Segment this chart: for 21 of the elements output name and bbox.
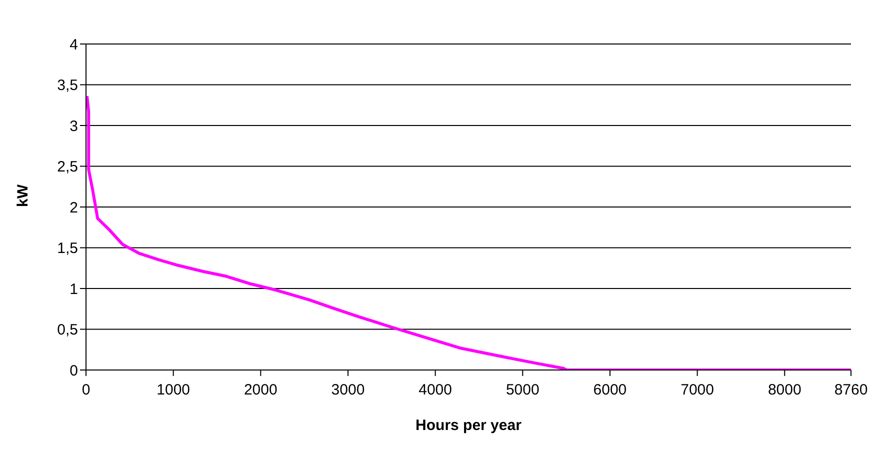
y-tick-label: 2 — [70, 199, 78, 216]
x-axis-title: Hours per year — [416, 417, 522, 434]
x-tick-label: 2000 — [244, 382, 278, 399]
x-tick-label: 4000 — [418, 382, 452, 399]
y-tick-label: 1,5 — [57, 240, 78, 258]
x-tick-label: 7000 — [680, 382, 714, 399]
y-tick-label: 0,5 — [57, 322, 78, 339]
x-tick-label: 8000 — [768, 382, 802, 399]
x-tick-label: 1000 — [156, 382, 190, 399]
y-tick-label: 3 — [70, 118, 78, 135]
y-axis-title: kW — [14, 184, 32, 207]
x-tick-label: 3000 — [331, 382, 365, 399]
x-tick-label: 5000 — [506, 382, 540, 399]
y-tick-label: 1 — [70, 280, 78, 298]
y-tick-label: 2,5 — [57, 158, 78, 176]
y-tick-label: 3,5 — [57, 77, 78, 94]
y-tick-label: 4 — [70, 36, 78, 54]
x-tick-label: 8760 — [834, 382, 868, 399]
x-tick-label: 0 — [82, 382, 90, 399]
y-tick-label: 0 — [70, 362, 78, 380]
x-tick-label: 6000 — [593, 382, 627, 399]
